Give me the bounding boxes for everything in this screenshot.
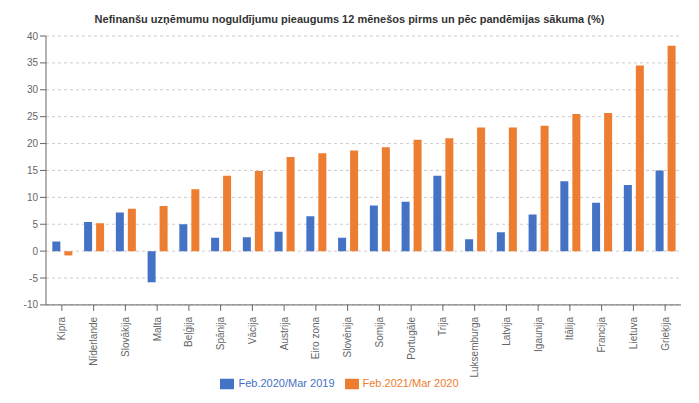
svg-text:-5: -5: [29, 273, 38, 284]
svg-text:Slovēnija: Slovēnija: [342, 316, 353, 357]
svg-text:Trija: Trija: [437, 316, 448, 336]
html-text:Feb.2021/Mar 2020: Feb.2021/Mar 2020: [362, 376, 459, 389]
svg-text:Grieķija: Grieķija: [660, 316, 671, 350]
svg-text:Vācija: Vācija: [247, 316, 258, 344]
svg-text:5: 5: [32, 219, 38, 230]
html-text:Nefinanšu uzņēmumu noguldījumu: Nefinanšu uzņēmumu noguldījumu pieaugums…: [94, 13, 605, 25]
svg-text:30: 30: [27, 84, 39, 95]
svg-text:Slovākija: Slovākija: [120, 316, 131, 356]
svg-text:Igaunija: Igaunija: [533, 316, 544, 351]
svg-text:Spānija: Spānija: [215, 316, 226, 350]
svg-text:Kipra: Kipra: [56, 316, 67, 340]
svg-text:40: 40: [27, 31, 39, 42]
svg-text:10: 10: [27, 192, 39, 203]
svg-text:Lietuva: Lietuva: [628, 316, 639, 349]
svg-text:Portugāle: Portugāle: [406, 316, 417, 359]
svg-text:Beļģija: Beļģija: [182, 316, 194, 346]
svg-text:Itālija: Itālija: [564, 316, 575, 340]
svg-text:15: 15: [27, 165, 39, 176]
svg-text:Austrija: Austrija: [279, 316, 290, 350]
svg-text:Nīderlande: Nīderlande: [88, 316, 99, 365]
svg-text:Latvija: Latvija: [501, 316, 512, 345]
svg-text:Luksemburga: Luksemburga: [469, 316, 480, 377]
svg-text:-10: -10: [24, 299, 39, 310]
html-text:Feb.2020/Mar 2019: Feb.2020/Mar 2019: [238, 376, 335, 389]
svg-text:0: 0: [32, 246, 38, 257]
svg-text:25: 25: [27, 111, 39, 122]
svg-text:35: 35: [27, 57, 39, 68]
svg-text:Somija: Somija: [374, 316, 385, 347]
svg-text:Malta: Malta: [152, 316, 163, 341]
svg-text:Francija: Francija: [596, 316, 607, 352]
svg-text:Eiro zona: Eiro zona: [310, 316, 321, 359]
svg-text:20: 20: [27, 138, 39, 149]
